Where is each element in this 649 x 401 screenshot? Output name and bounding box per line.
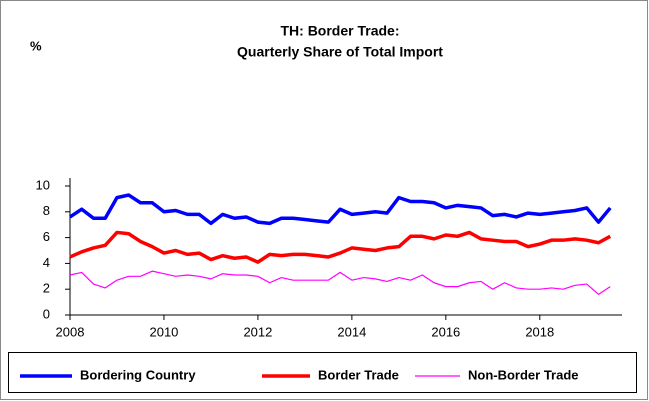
legend-label: Non-Border Trade bbox=[468, 367, 579, 382]
y-tick-label: 2 bbox=[43, 281, 50, 296]
legend-label: Border Trade bbox=[318, 367, 399, 382]
x-tick-label: 2008 bbox=[56, 324, 85, 339]
y-tick-label: 8 bbox=[43, 203, 50, 218]
y-tick-label: 0 bbox=[43, 306, 50, 321]
y-tick-label: 4 bbox=[43, 255, 50, 270]
y-tick-label: 6 bbox=[43, 229, 50, 244]
x-tick-label: 2016 bbox=[431, 324, 460, 339]
x-tick-label: 2012 bbox=[243, 324, 272, 339]
chart-title: Quarterly Share of Total Import bbox=[237, 44, 443, 60]
x-tick-label: 2010 bbox=[149, 324, 178, 339]
chart-title: TH: Border Trade: bbox=[280, 23, 399, 39]
legend-box bbox=[8, 352, 637, 393]
x-tick-label: 2014 bbox=[337, 324, 366, 339]
series-line bbox=[69, 230, 612, 264]
series-line bbox=[69, 193, 612, 226]
x-tick-label: 2018 bbox=[525, 324, 554, 339]
y-tick-label: 10 bbox=[36, 177, 50, 192]
y-axis-label: % bbox=[30, 38, 42, 53]
legend-label: Bordering Country bbox=[80, 367, 196, 382]
series-line bbox=[69, 270, 611, 295]
